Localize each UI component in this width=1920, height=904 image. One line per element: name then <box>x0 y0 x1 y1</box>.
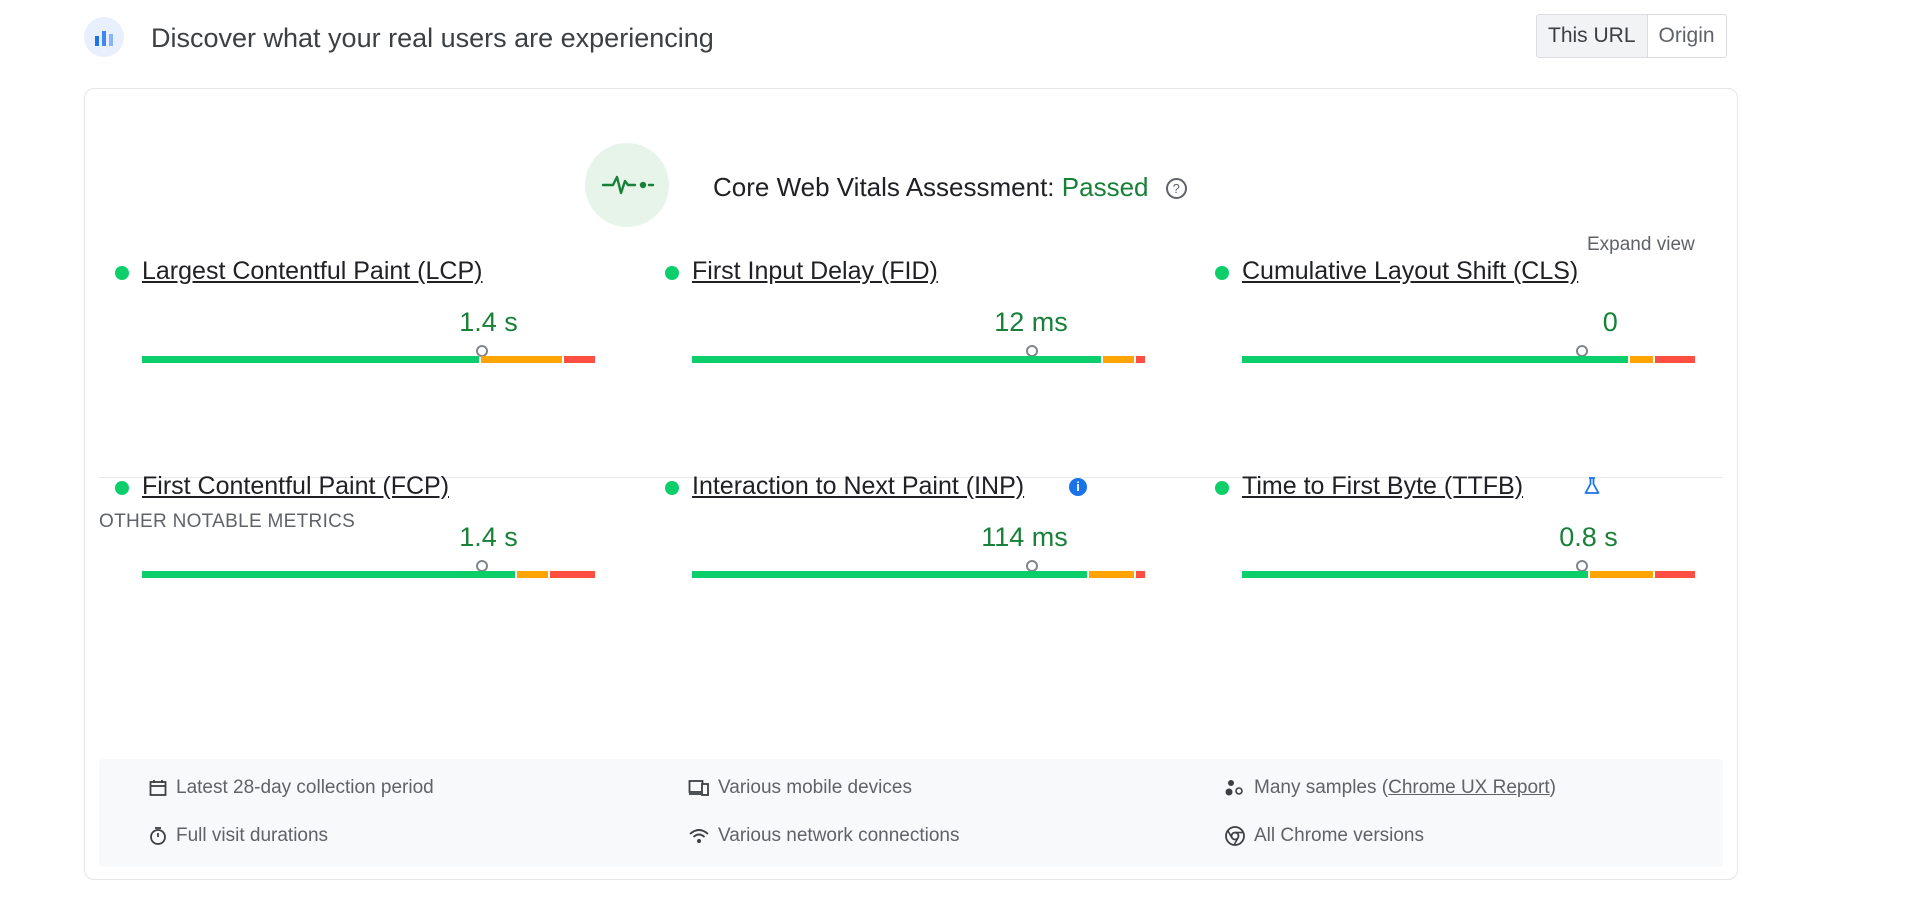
url-origin-toggle: This URL Origin <box>1536 14 1727 58</box>
status-dot-icon <box>665 481 679 495</box>
devices-icon <box>688 780 709 796</box>
metric-fid: First Input Delay (FID) 12 ms <box>665 257 1146 377</box>
collection-info-footer: Latest 28-day collection period Full vis… <box>99 759 1723 867</box>
timer-icon <box>150 827 166 845</box>
distribution-bar <box>692 356 1146 363</box>
lab-flask-icon <box>1584 477 1600 494</box>
wifi-icon <box>689 829 709 843</box>
origin-tab[interactable]: Origin <box>1647 15 1726 57</box>
network-item: Various network connections <box>688 825 960 847</box>
distribution-bar <box>142 356 595 363</box>
metric-value: 1.4 s <box>459 307 518 337</box>
status-dot-icon <box>665 266 679 280</box>
chrome-icon <box>1225 826 1245 846</box>
collection-period-text: Latest 28-day collection period <box>176 777 434 798</box>
calendar-icon <box>149 780 167 796</box>
field-data-card: Core Web Vitals Assessment: Passed ? Exp… <box>84 88 1738 880</box>
expand-view-button[interactable]: Expand view <box>1587 234 1695 255</box>
metric-ttfb: Time to First Byte (TTFB) 0.8 s <box>1215 472 1695 592</box>
good-segment <box>1242 571 1588 578</box>
distribution-bar <box>1242 571 1695 578</box>
samples-prefix: Many samples ( <box>1254 777 1389 798</box>
poor-segment <box>550 571 595 578</box>
distribution-bar <box>142 571 595 578</box>
pulse-icon <box>585 143 669 227</box>
other-metrics-heading: OTHER NOTABLE METRICS <box>99 511 356 532</box>
poor-segment <box>1136 571 1145 578</box>
assessment-status: Passed <box>1061 172 1149 202</box>
crux-dashboard-icon <box>84 17 124 57</box>
metric-name-link[interactable]: Largest Contentful Paint (LCP) <box>142 257 483 285</box>
chrome-versions-text: All Chrome versions <box>1254 825 1424 846</box>
devices-text: Various mobile devices <box>718 777 912 798</box>
distribution-bar <box>692 571 1145 578</box>
metric-value: 114 ms <box>981 522 1068 552</box>
this-url-tab[interactable]: This URL <box>1537 15 1648 57</box>
metric-value: 0 <box>1602 307 1618 337</box>
needs-improvement-segment <box>1630 356 1653 363</box>
samples-text: Many samples (Chrome UX Report) <box>1254 777 1556 799</box>
collection-period-item: Latest 28-day collection period <box>148 777 434 799</box>
metric-name-link[interactable]: First Contentful Paint (FCP) <box>142 472 450 500</box>
poor-segment <box>1654 571 1695 578</box>
metric-value: 12 ms <box>994 307 1068 337</box>
visit-durations-text: Full visit durations <box>176 825 329 846</box>
good-segment <box>142 356 479 363</box>
status-dot-icon <box>115 266 129 280</box>
status-dot-icon <box>1215 266 1229 280</box>
metric-name-link[interactable]: First Input Delay (FID) <box>692 257 938 285</box>
good-segment <box>692 356 1101 363</box>
chrome-ux-report-link[interactable]: Chrome UX Report <box>1388 777 1550 798</box>
distribution-bar <box>1242 356 1695 363</box>
assessment-label: Core Web Vitals Assessment: <box>713 172 1055 202</box>
samples-suffix: ) <box>1549 777 1556 798</box>
samples-icon <box>1225 780 1243 796</box>
network-text: Various network connections <box>718 825 960 846</box>
chrome-versions-item: All Chrome versions <box>1224 825 1424 847</box>
help-icon[interactable]: ? <box>1165 178 1187 199</box>
metric-value: 1.4 s <box>459 522 518 552</box>
info-icon[interactable]: i <box>1069 478 1087 496</box>
crux-header: Discover what your real users are experi… <box>84 14 1740 64</box>
poor-segment <box>1654 356 1695 363</box>
good-segment <box>692 571 1088 578</box>
metric-name-link[interactable]: Cumulative Layout Shift (CLS) <box>1242 257 1579 285</box>
needs-improvement-segment <box>1089 571 1135 578</box>
section-divider <box>99 477 1723 478</box>
metric-name-link[interactable]: Time to First Byte (TTFB) <box>1242 472 1524 500</box>
needs-improvement-segment <box>1102 356 1135 363</box>
metric-cls: Cumulative Layout Shift (CLS) 0 <box>1215 257 1695 377</box>
needs-improvement-segment <box>1589 571 1653 578</box>
assessment-line: Core Web Vitals Assessment: Passed ? <box>713 172 1187 203</box>
metric-name-link[interactable]: Interaction to Next Paint (INP) <box>692 472 1025 500</box>
metric-fcp: First Contentful Paint (FCP) 1.4 s <box>115 472 595 592</box>
needs-improvement-segment <box>516 571 549 578</box>
status-dot-icon <box>115 481 129 495</box>
visit-durations-item: Full visit durations <box>148 825 328 847</box>
good-segment <box>142 571 515 578</box>
poor-segment <box>1136 356 1146 363</box>
good-segment <box>1242 356 1629 363</box>
section-title: Discover what your real users are experi… <box>151 23 714 53</box>
poor-segment <box>563 356 595 363</box>
metric-lcp: Largest Contentful Paint (LCP) 1.4 s <box>115 257 595 377</box>
metric-value: 0.8 s <box>1559 522 1618 552</box>
devices-item: Various mobile devices <box>688 777 912 799</box>
metric-inp: Interaction to Next Paint (INP) i 114 ms <box>665 472 1145 592</box>
status-dot-icon <box>1215 481 1229 495</box>
needs-improvement-segment <box>480 356 562 363</box>
samples-item: Many samples (Chrome UX Report) <box>1224 777 1556 799</box>
